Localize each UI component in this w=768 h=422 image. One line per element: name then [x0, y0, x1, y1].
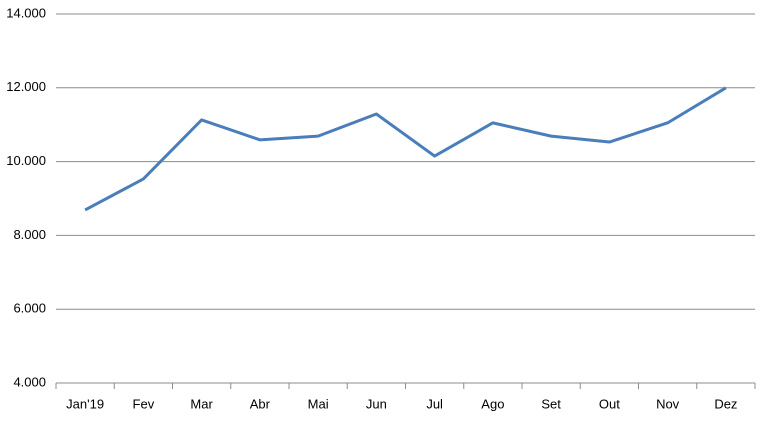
x-tick-label: Dez: [714, 396, 737, 411]
x-tick-label: Fev: [133, 396, 155, 411]
y-tick-label: 6.000: [13, 301, 46, 316]
x-tick-label: Jul: [426, 396, 443, 411]
y-tick-label: 12.000: [6, 79, 46, 94]
x-tick-label: Jun: [366, 396, 387, 411]
x-tick-label: Mar: [190, 396, 213, 411]
y-tick-label: 10.000: [6, 153, 46, 168]
x-tick-label: Mai: [308, 396, 329, 411]
x-tick-label: Set: [541, 396, 561, 411]
x-tick-label: Nov: [656, 396, 680, 411]
y-tick-label: 4.000: [13, 374, 46, 389]
y-tick-label: 8.000: [13, 227, 46, 242]
data-line: [84, 86, 727, 212]
x-tick-label: Jan'19: [66, 396, 104, 411]
x-tick-label: Ago: [481, 396, 504, 411]
x-tick-label: Abr: [250, 396, 271, 411]
y-tick-label: 14.000: [6, 5, 46, 20]
x-tick-label: Out: [599, 396, 620, 411]
